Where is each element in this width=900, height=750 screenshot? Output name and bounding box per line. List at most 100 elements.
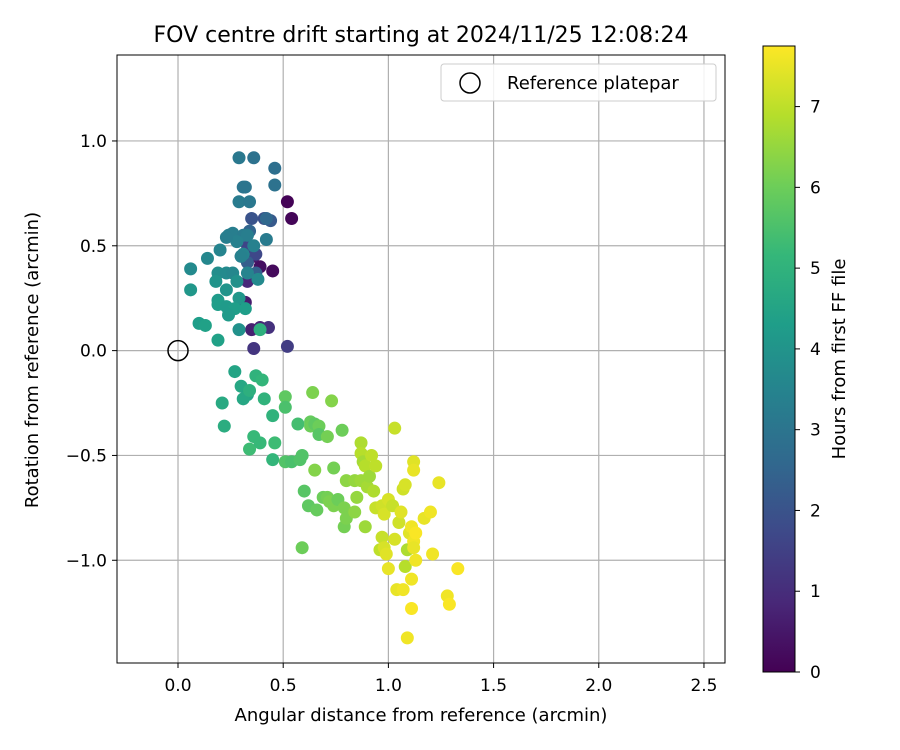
x-tick-label: 2.5 [690, 676, 717, 696]
data-point [295, 448, 309, 462]
colorbar-tick-label: 0 [810, 663, 821, 683]
data-point [362, 469, 376, 483]
data-point [358, 459, 372, 473]
colorbar-tick-label: 2 [810, 501, 821, 521]
data-point [377, 507, 391, 521]
data-point [396, 583, 410, 597]
data-point [268, 436, 282, 450]
colorbar [762, 45, 796, 673]
data-point [375, 530, 389, 544]
data-point [266, 264, 280, 278]
data-point [407, 463, 421, 477]
data-point [369, 459, 383, 473]
data-point [232, 195, 246, 209]
data-point [337, 501, 351, 515]
x-tick-label: 2.0 [585, 676, 612, 696]
data-point [253, 323, 267, 337]
data-point [335, 423, 349, 437]
data-point [268, 178, 282, 192]
colorbar-tick-label: 3 [810, 421, 821, 441]
data-point [238, 302, 252, 316]
data-point [230, 235, 244, 249]
data-point [367, 484, 381, 498]
data-point [308, 463, 322, 477]
chart-title: FOV centre drift starting at 2024/11/25 … [154, 23, 689, 48]
colorbar-tick-label: 5 [810, 259, 821, 279]
data-point [365, 448, 379, 462]
data-point [247, 342, 261, 356]
x-tick-label: 1.0 [375, 676, 402, 696]
data-point [228, 365, 242, 379]
y-tick-label: 0.5 [80, 237, 107, 257]
data-point [348, 505, 362, 519]
data-point [240, 228, 254, 242]
colorbar-tick-label: 7 [810, 98, 821, 118]
y-tick-label: −0.5 [66, 446, 107, 466]
data-point [230, 274, 244, 288]
data-point [219, 283, 233, 297]
data-point [405, 572, 419, 586]
data-point [184, 262, 198, 276]
data-point [257, 392, 271, 406]
data-point [409, 526, 423, 540]
data-point [253, 436, 267, 450]
x-axis-label: Angular distance from reference (arcmin) [235, 705, 608, 726]
data-point [200, 251, 214, 265]
data-point [295, 541, 309, 555]
data-point [245, 212, 259, 226]
data-point [405, 601, 419, 615]
legend-reference-marker [459, 72, 481, 94]
data-point [278, 390, 292, 404]
data-point [243, 195, 257, 209]
x-axis-ticks: 0.0 0.5 1.0 1.5 2.0 2.5 [164, 663, 717, 696]
plot-frame [116, 54, 726, 664]
data-point [209, 274, 223, 288]
data-point [232, 323, 246, 337]
data-point [240, 266, 254, 280]
colorbar-ticks: 0 1 2 3 4 5 6 7 [795, 98, 821, 683]
data-point [442, 597, 456, 611]
data-point [379, 547, 393, 561]
data-point [238, 180, 252, 194]
data-point [211, 333, 225, 347]
data-point [247, 239, 261, 253]
data-point [184, 283, 198, 297]
data-point [266, 453, 280, 467]
data-point [325, 394, 339, 408]
data-point [358, 520, 372, 534]
data-point [423, 505, 437, 519]
data-point [247, 151, 261, 165]
data-point [392, 516, 406, 530]
data-point [388, 532, 402, 546]
data-point [217, 419, 231, 433]
x-tick-label: 0.5 [270, 676, 297, 696]
data-point [451, 562, 465, 576]
data-point [354, 436, 368, 450]
data-point [327, 461, 341, 475]
data-point [306, 386, 320, 400]
data-point [251, 272, 265, 286]
data-point [285, 212, 299, 226]
y-axis-ticks: 1.0 0.5 0.0 −0.5 −1.0 [66, 132, 117, 571]
data-point [310, 503, 324, 517]
colorbar-tick-label: 6 [810, 178, 821, 198]
data-point [266, 409, 280, 423]
data-point [234, 249, 248, 263]
data-point [198, 318, 212, 332]
data-point [255, 373, 269, 387]
y-tick-label: 0.0 [80, 342, 107, 362]
legend-entry: Reference platepar [507, 73, 679, 94]
x-tick-label: 0.0 [164, 676, 191, 696]
legend: Reference platepar [440, 63, 717, 102]
data-point [280, 195, 294, 209]
data-point [278, 400, 292, 414]
data-point [222, 308, 236, 322]
data-point [219, 230, 233, 244]
data-point [291, 417, 305, 431]
data-point [243, 383, 257, 397]
reference-platepar-marker [167, 339, 189, 362]
grid-lines [117, 55, 725, 663]
y-tick-label: −1.0 [66, 551, 107, 571]
x-tick-label: 1.5 [480, 676, 507, 696]
